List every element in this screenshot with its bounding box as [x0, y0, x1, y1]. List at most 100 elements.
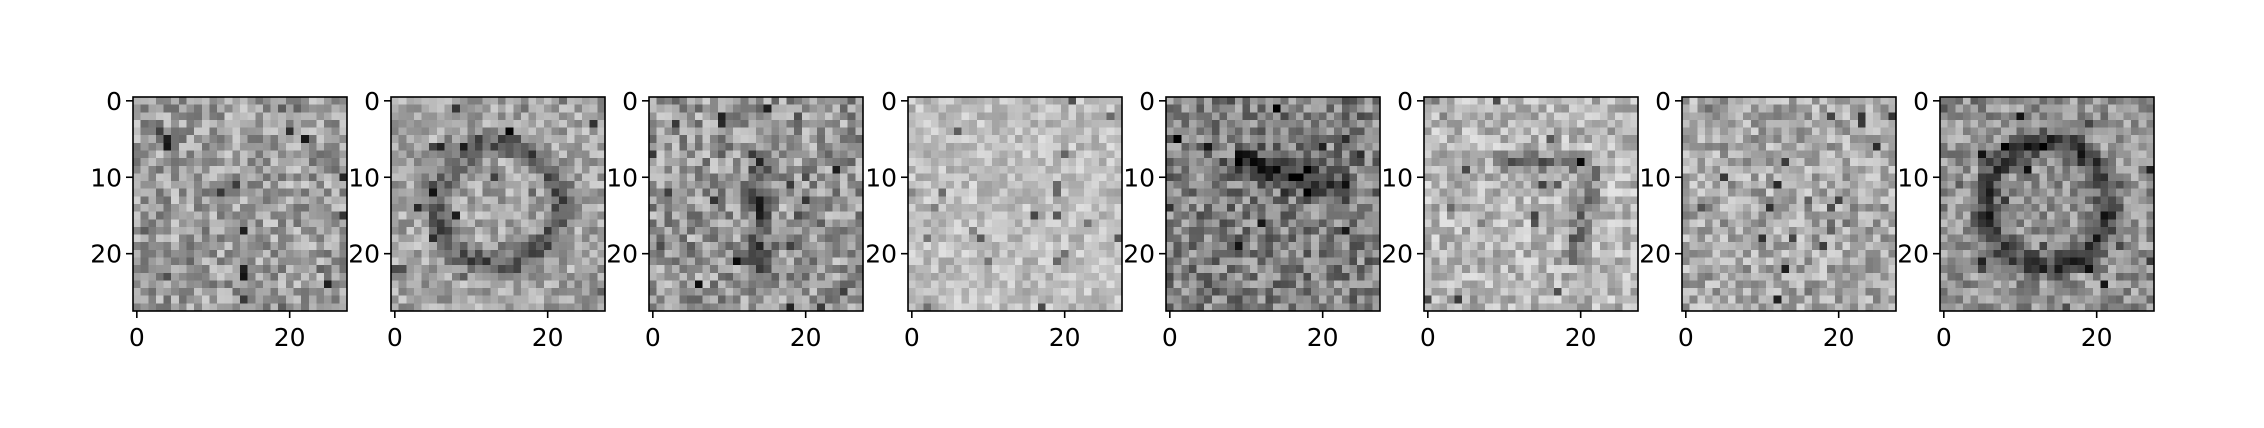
- pixel-cell: [482, 150, 491, 159]
- pixel-cell: [1538, 234, 1547, 243]
- pixel-cell: [1508, 188, 1517, 197]
- pixel-cell: [163, 257, 172, 266]
- pixel-cell: [1682, 97, 1691, 106]
- pixel-cell: [421, 303, 430, 312]
- pixel-cell: [582, 288, 591, 297]
- pixel-cell: [1546, 158, 1555, 167]
- pixel-cell: [391, 249, 400, 258]
- pixel-cell: [398, 257, 407, 266]
- pixel-cell: [1531, 204, 1540, 213]
- pixel-cell: [1446, 219, 1455, 228]
- pixel-cell: [1561, 288, 1570, 297]
- pixel-cell: [969, 242, 978, 251]
- pixel-cell: [240, 97, 249, 106]
- pixel-cell: [475, 127, 484, 136]
- pixel-cell: [671, 211, 680, 220]
- pixel-cell: [1099, 249, 1108, 258]
- pixel-cell: [582, 234, 591, 243]
- pixel-cell: [740, 112, 749, 121]
- pixel-cell: [1334, 288, 1343, 297]
- pixel-cell: [702, 265, 711, 274]
- pixel-cell: [1515, 257, 1524, 266]
- pixel-cell: [1508, 242, 1517, 251]
- pixel-cell: [1446, 265, 1455, 274]
- pixel-cell: [1431, 295, 1440, 304]
- pixel-cell: [566, 104, 575, 113]
- pixel-cell: [429, 303, 438, 312]
- pixel-cell: [1334, 127, 1343, 136]
- pixel-cell: [832, 204, 841, 213]
- pixel-cell: [1446, 234, 1455, 243]
- pixel-cell: [597, 119, 606, 128]
- pixel-cell: [1515, 135, 1524, 144]
- pixel-cell: [1318, 104, 1327, 113]
- pixel-cell: [717, 119, 726, 128]
- pixel-cell: [186, 112, 195, 121]
- pixel-cell: [1166, 104, 1175, 113]
- pixel-cell: [224, 142, 233, 151]
- pixel-cell: [1303, 119, 1312, 128]
- pixel-cell: [740, 303, 749, 312]
- pixel-cell: [566, 204, 575, 213]
- pixel-cell: [217, 142, 226, 151]
- pixel-cell: [832, 272, 841, 281]
- pixel-cell: [1234, 288, 1243, 297]
- pixel-cell: [710, 242, 719, 251]
- pixel-cell: [1211, 135, 1220, 144]
- pixel-cell: [566, 265, 575, 274]
- pixel-cell: [452, 97, 461, 106]
- pixel-cell: [1015, 104, 1024, 113]
- pixel-cell: [717, 181, 726, 190]
- pixel-cell: [255, 150, 264, 159]
- pixel-cell: [1599, 196, 1608, 205]
- pixel-cell: [559, 181, 568, 190]
- pixel-cell: [331, 188, 340, 197]
- pixel-cell: [832, 196, 841, 205]
- pixel-cell: [1334, 112, 1343, 121]
- pixel-cell: [1630, 181, 1639, 190]
- pixel-cell: [293, 249, 302, 258]
- pixel-cell: [285, 249, 294, 258]
- pixel-cell: [513, 219, 522, 228]
- pixel-cell: [1485, 257, 1494, 266]
- pixel-cell: [1492, 204, 1501, 213]
- pixel-cell: [255, 127, 264, 136]
- pixel-cell: [1311, 303, 1320, 312]
- pixel-cell: [1181, 219, 1190, 228]
- pixel-cell: [1615, 288, 1624, 297]
- pixel-cell: [809, 127, 818, 136]
- pixel-cell: [809, 226, 818, 235]
- y-tick-label: 10: [606, 163, 638, 192]
- pixel-cell: [1341, 142, 1350, 151]
- pixel-cell: [953, 249, 962, 258]
- pixel-cell: [324, 158, 333, 167]
- pixel-cell: [725, 295, 734, 304]
- pixel-cell: [498, 265, 507, 274]
- pixel-cell: [498, 288, 507, 297]
- pixel-cell: [1295, 188, 1304, 197]
- pixel-cell: [1727, 135, 1736, 144]
- pixel-cell: [1615, 188, 1624, 197]
- pixel-cell: [1257, 150, 1266, 159]
- pixel-cell: [505, 219, 514, 228]
- pixel-cell: [1515, 242, 1524, 251]
- pixel-cell: [1743, 135, 1752, 144]
- pixel-cell: [1492, 196, 1501, 205]
- pixel-cell: [1106, 303, 1115, 312]
- pixel-cell: [240, 150, 249, 159]
- pixel-cell: [444, 242, 453, 251]
- pixel-cell: [1334, 188, 1343, 197]
- pixel-cell: [1166, 188, 1175, 197]
- pixel-cell: [1592, 97, 1601, 106]
- pixel-cell: [1234, 181, 1243, 190]
- pixel-cell: [278, 150, 287, 159]
- pixel-cell: [1834, 135, 1843, 144]
- x-tick-label: 0: [387, 323, 403, 352]
- pixel-cell: [559, 97, 568, 106]
- pixel-cell: [1083, 242, 1092, 251]
- pixel-cell: [163, 119, 172, 128]
- pixel-cell: [1372, 272, 1381, 281]
- pixel-cell: [391, 188, 400, 197]
- pixel-cell: [201, 272, 210, 281]
